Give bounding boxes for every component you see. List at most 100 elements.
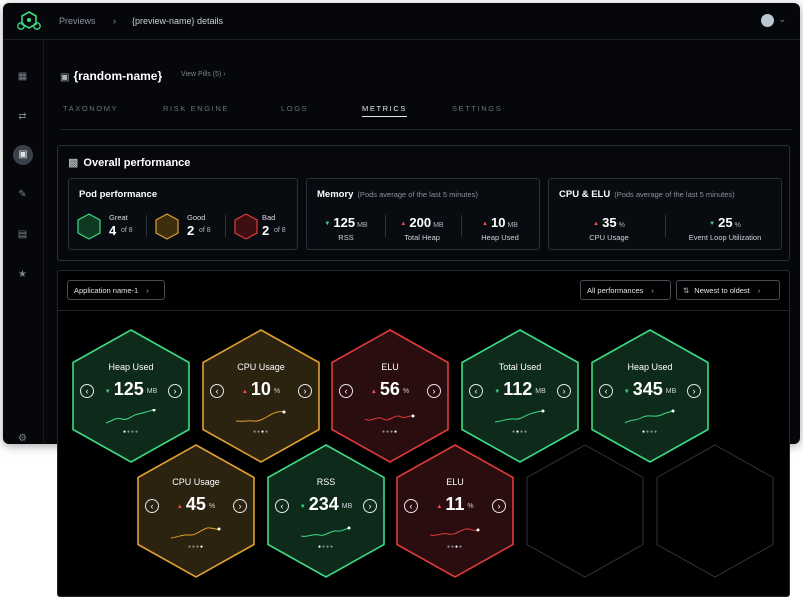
next-metric-button[interactable]: › <box>168 384 182 398</box>
cpu-metric-cpu-usage: ▲ 35% CPU Usage <box>563 215 655 242</box>
pagination-dots[interactable]: ●●●● <box>202 429 320 435</box>
metric-hex-card: CPU Usage ▲ 10% ‹ › ●●●● <box>202 329 320 463</box>
tab-settings[interactable]: SETTINGS <box>452 104 503 113</box>
sparkline-end-dot <box>347 526 351 530</box>
metric-label: Total Heap <box>404 233 440 242</box>
avatar[interactable] <box>761 14 774 27</box>
pagination-dot[interactable]: ● <box>252 429 257 435</box>
prev-metric-button[interactable]: ‹ <box>339 384 353 398</box>
next-metric-button[interactable]: › <box>233 499 247 513</box>
prev-metric-button[interactable]: ‹ <box>275 499 289 513</box>
pagination-dots[interactable]: ●●●● <box>331 429 449 435</box>
pagination-dot[interactable]: ● <box>256 429 261 435</box>
pod-great-count: 4 <box>109 223 117 238</box>
pagination-dot[interactable]: ● <box>459 544 464 550</box>
dashboard-icon[interactable]: ▦ <box>17 71 28 82</box>
metric-unit: MB <box>357 222 368 229</box>
tab-metrics[interactable]: METRICS <box>362 104 407 117</box>
pagination-dot[interactable]: ● <box>650 429 655 435</box>
sidebar: ▦ ⇄ ▣ ✎ ▤ ★ ⚙ <box>3 40 44 444</box>
sparkline <box>236 410 286 422</box>
pagination-dot[interactable]: ● <box>200 544 205 550</box>
pagination-dots[interactable]: ●●●● <box>72 429 190 435</box>
next-metric-button[interactable]: › <box>492 499 506 513</box>
pagination-dot[interactable]: ● <box>326 544 331 550</box>
previews-icon[interactable]: ▣ <box>13 145 33 165</box>
view-pills-link[interactable]: View Pills (5) › <box>181 71 226 78</box>
pagination-dot[interactable]: ● <box>515 429 520 435</box>
tab-logs[interactable]: LOGS <box>281 104 309 113</box>
pagination-dot[interactable]: ● <box>135 429 140 435</box>
prev-metric-button[interactable]: ‹ <box>404 499 418 513</box>
pagination-dot[interactable]: ● <box>187 544 192 550</box>
pagination-dot[interactable]: ● <box>131 429 136 435</box>
prev-metric-button[interactable]: ‹ <box>145 499 159 513</box>
hex-value-number: 345 <box>632 379 663 399</box>
metric-hex-card: Heap Used ▼ 345 MB ‹ › ●●●● <box>591 329 709 463</box>
pod-performance-title: Pod performance <box>79 189 158 200</box>
pagination-dot[interactable]: ● <box>126 429 131 435</box>
pagination-dot[interactable]: ● <box>196 544 201 550</box>
bar-chart-icon: ▩ <box>68 157 79 169</box>
pagination-dot[interactable]: ● <box>645 429 650 435</box>
sparkline <box>495 409 545 423</box>
prev-metric-button[interactable]: ‹ <box>210 384 224 398</box>
breadcrumb-previews[interactable]: Previews <box>59 16 96 26</box>
prev-metric-button[interactable]: ‹ <box>469 384 483 398</box>
pagination-dot[interactable]: ● <box>394 429 399 435</box>
chevron-down-icon[interactable]: ⌄ <box>778 14 786 24</box>
chevron-right-icon: › <box>146 286 149 295</box>
pagination-dot[interactable]: ● <box>520 429 525 435</box>
pagination-dot[interactable]: ● <box>446 544 451 550</box>
top-bar: Previews › {preview-name} details ⌄ <box>3 3 800 40</box>
hex-value: ▲ 56% <box>331 379 449 400</box>
next-metric-button[interactable]: › <box>687 384 701 398</box>
pagination-dot[interactable]: ● <box>265 429 270 435</box>
prev-metric-button[interactable]: ‹ <box>80 384 94 398</box>
next-metric-button[interactable]: › <box>298 384 312 398</box>
tag-icon[interactable]: ✎ <box>18 189 27 200</box>
pagination-dot[interactable]: ● <box>511 429 516 435</box>
pagination-dot[interactable]: ● <box>524 429 529 435</box>
next-metric-button[interactable]: › <box>363 499 377 513</box>
tab-risk-engine[interactable]: RISK ENGINE <box>163 104 229 113</box>
application-select[interactable]: Application name-1 › <box>67 280 165 300</box>
performance-filter[interactable]: All performances › <box>580 280 671 300</box>
prev-metric-button[interactable]: ‹ <box>599 384 613 398</box>
pagination-dot[interactable]: ● <box>381 429 386 435</box>
pagination-dot[interactable]: ● <box>385 429 390 435</box>
pagination-dots[interactable]: ●●●● <box>591 429 709 435</box>
pagination-dot[interactable]: ● <box>330 544 335 550</box>
pagination-dot[interactable]: ● <box>261 429 266 435</box>
pagination-dot[interactable]: ● <box>317 544 322 550</box>
next-metric-button[interactable]: › <box>427 384 441 398</box>
pagination-dot[interactable]: ● <box>450 544 455 550</box>
pagination-dots[interactable]: ●●●● <box>267 544 385 550</box>
metric-label: Event Loop Utilization <box>688 233 762 242</box>
pagination-dot[interactable]: ● <box>641 429 646 435</box>
hexagon-shape <box>137 444 255 578</box>
pagination-dot[interactable]: ● <box>191 544 196 550</box>
pagination-dot[interactable]: ● <box>122 429 127 435</box>
pagination-dots[interactable]: ●●●● <box>461 429 579 435</box>
logo-icon[interactable] <box>15 11 43 33</box>
pagination-dots[interactable]: ●●●● <box>396 544 514 550</box>
next-metric-button[interactable]: › <box>557 384 571 398</box>
view-pills-text: View Pills (5) <box>181 71 222 78</box>
tab-taxonomy[interactable]: TAXONOMY <box>63 104 119 113</box>
metric-label: CPU Usage <box>589 233 629 242</box>
hex-value-unit: % <box>402 388 410 395</box>
pagination-dot[interactable]: ● <box>390 429 395 435</box>
star-icon[interactable]: ★ <box>18 269 27 280</box>
pagination-dot[interactable]: ● <box>654 429 659 435</box>
pagination-dot[interactable]: ● <box>455 544 460 550</box>
pagination-dot[interactable]: ● <box>321 544 326 550</box>
document-icon[interactable]: ▤ <box>17 229 28 240</box>
pagination-dots[interactable]: ●●●● <box>137 544 255 550</box>
pod-great-label: Great <box>109 213 128 222</box>
sort-select[interactable]: ⇅ Newest to oldest › <box>676 280 780 300</box>
settings-icon[interactable]: ⚙ <box>18 433 27 444</box>
share-icon[interactable]: ⇄ <box>18 111 27 122</box>
hexagon-shape <box>396 444 514 578</box>
hexagon-shape <box>656 444 774 578</box>
